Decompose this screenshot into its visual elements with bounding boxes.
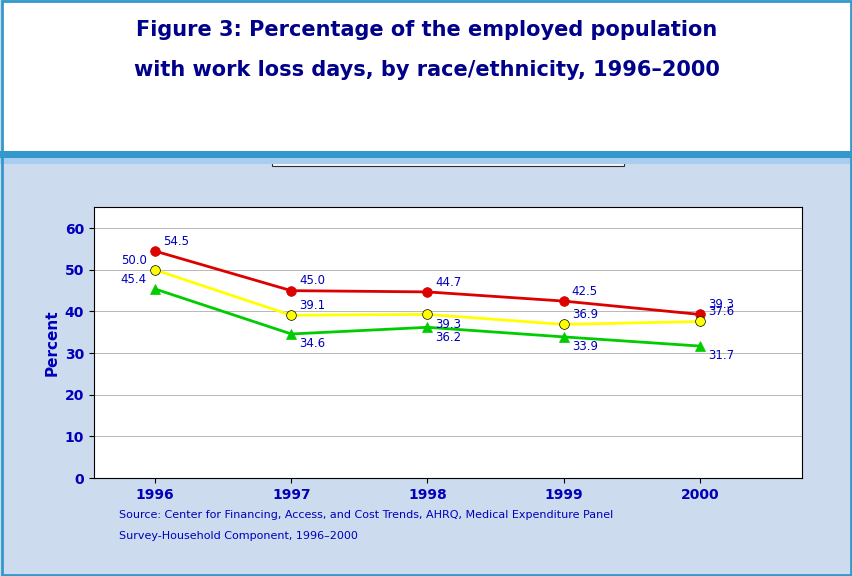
Text: 39.1: 39.1 bbox=[299, 299, 325, 312]
Text: 37.6: 37.6 bbox=[707, 305, 733, 318]
Text: with work loss days, by race/ethnicity, 1996–2000: with work loss days, by race/ethnicity, … bbox=[134, 60, 718, 81]
Text: 36.9: 36.9 bbox=[571, 308, 597, 321]
Text: 50.0: 50.0 bbox=[121, 253, 147, 267]
Text: 34.6: 34.6 bbox=[299, 338, 325, 350]
Text: 39.3: 39.3 bbox=[435, 318, 461, 331]
Y-axis label: Percent: Percent bbox=[44, 309, 59, 376]
Text: Survey-Household Component, 1996–2000: Survey-Household Component, 1996–2000 bbox=[119, 531, 358, 541]
Text: 45.4: 45.4 bbox=[121, 272, 147, 286]
Text: 45.0: 45.0 bbox=[299, 274, 325, 287]
Text: 44.7: 44.7 bbox=[435, 275, 461, 289]
Text: 54.5: 54.5 bbox=[163, 235, 189, 248]
Text: 33.9: 33.9 bbox=[571, 340, 597, 353]
Text: Figure 3: Percentage of the employed population: Figure 3: Percentage of the employed pop… bbox=[135, 20, 717, 40]
Text: 39.3: 39.3 bbox=[707, 298, 733, 311]
Text: Source: Center for Financing, Access, and Cost Trends, AHRQ, Medical Expenditure: Source: Center for Financing, Access, an… bbox=[119, 510, 613, 520]
Text: 31.7: 31.7 bbox=[707, 350, 733, 362]
Text: 36.2: 36.2 bbox=[435, 331, 461, 344]
Text: 42.5: 42.5 bbox=[571, 285, 597, 298]
Legend: White and other, Black, Hispanic: White and other, Black, Hispanic bbox=[271, 141, 624, 166]
